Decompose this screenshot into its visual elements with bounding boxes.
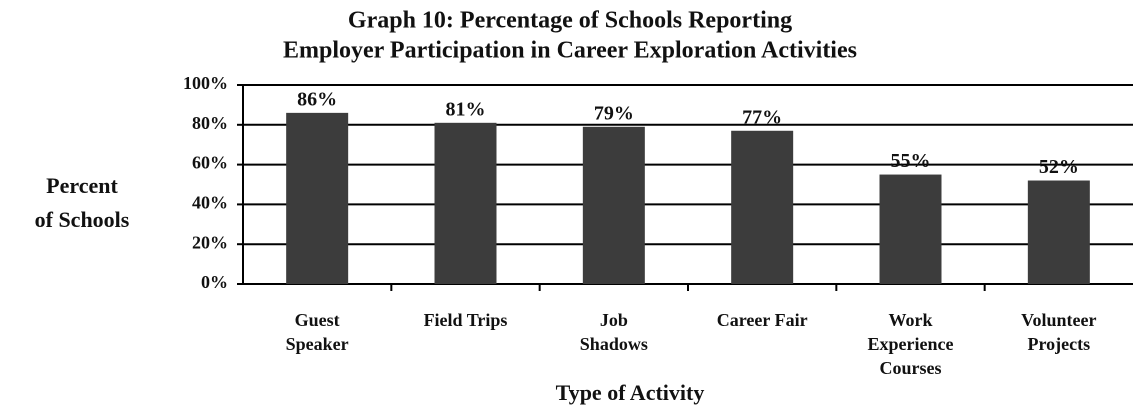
x-tick-label: Field Trips: [424, 310, 508, 330]
chart-title: Graph 10: Percentage of Schools Reportin…: [348, 8, 792, 34]
value-label: 52%: [1039, 156, 1079, 178]
bar: [1027, 180, 1090, 284]
x-tick-label: Guest Speaker: [286, 310, 349, 354]
x-tick-label: Volunteer Projects: [1021, 310, 1096, 354]
value-label: 79%: [594, 102, 634, 124]
bar: [286, 112, 349, 284]
y-tick-label: 0%: [201, 272, 228, 292]
bar: [434, 122, 497, 284]
x-tick-label: Job Shadows: [580, 310, 648, 354]
y-tick-label: 80%: [192, 113, 228, 133]
value-label: 77%: [742, 106, 782, 128]
value-label: 86%: [297, 88, 337, 110]
y-tick-label: 20%: [192, 232, 228, 252]
bar: [731, 130, 794, 284]
x-tick-label: Work Experience Courses: [868, 310, 954, 378]
x-tick-label: Career Fair: [717, 310, 808, 330]
y-axis-title: of Schools: [35, 207, 130, 232]
y-tick-label: 100%: [183, 73, 228, 93]
value-label: 81%: [446, 98, 486, 120]
x-axis-title: Type of Activity: [556, 380, 705, 405]
y-tick-label: 60%: [192, 153, 228, 173]
bar: [879, 174, 942, 284]
y-tick-label: 40%: [192, 193, 228, 213]
value-label: 55%: [891, 150, 931, 172]
chart-title: Employer Participation in Career Explora…: [283, 38, 857, 64]
y-axis-title: Percent: [46, 173, 118, 198]
bar: [582, 126, 645, 284]
